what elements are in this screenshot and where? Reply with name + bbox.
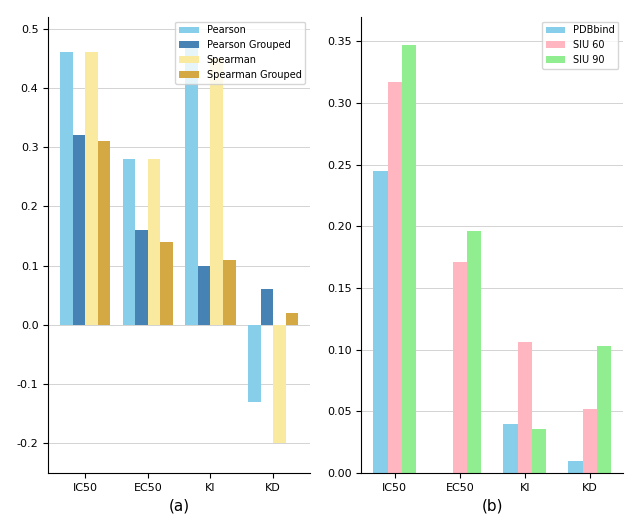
Bar	[223, 260, 236, 325]
Bar	[123, 159, 135, 325]
Legend: Pearson, Pearson Grouped, Spearman, Spearman Grouped: Pearson, Pearson Grouped, Spearman, Spea…	[175, 22, 305, 84]
Bar	[211, 58, 223, 325]
Bar	[568, 461, 583, 473]
Bar	[98, 141, 110, 325]
Bar	[402, 45, 416, 473]
Bar	[597, 346, 611, 473]
Bar	[260, 289, 273, 325]
Bar	[273, 325, 285, 444]
Bar	[452, 262, 467, 473]
Bar	[161, 242, 173, 325]
Bar	[518, 342, 532, 473]
Bar	[198, 266, 211, 325]
Bar	[504, 423, 518, 473]
Bar	[373, 171, 388, 473]
Bar	[532, 429, 547, 473]
Bar	[285, 313, 298, 325]
X-axis label: (a): (a)	[168, 498, 189, 514]
Bar	[186, 46, 198, 325]
Bar	[388, 82, 402, 473]
X-axis label: (b): (b)	[481, 498, 503, 514]
Bar	[135, 230, 148, 325]
Bar	[148, 159, 161, 325]
Bar	[583, 409, 597, 473]
Bar	[248, 325, 260, 402]
Bar	[60, 52, 72, 325]
Bar	[72, 135, 85, 325]
Bar	[85, 52, 98, 325]
Bar	[467, 231, 481, 473]
Legend: PDBbind, SIU 60, SIU 90: PDBbind, SIU 60, SIU 90	[541, 22, 618, 69]
